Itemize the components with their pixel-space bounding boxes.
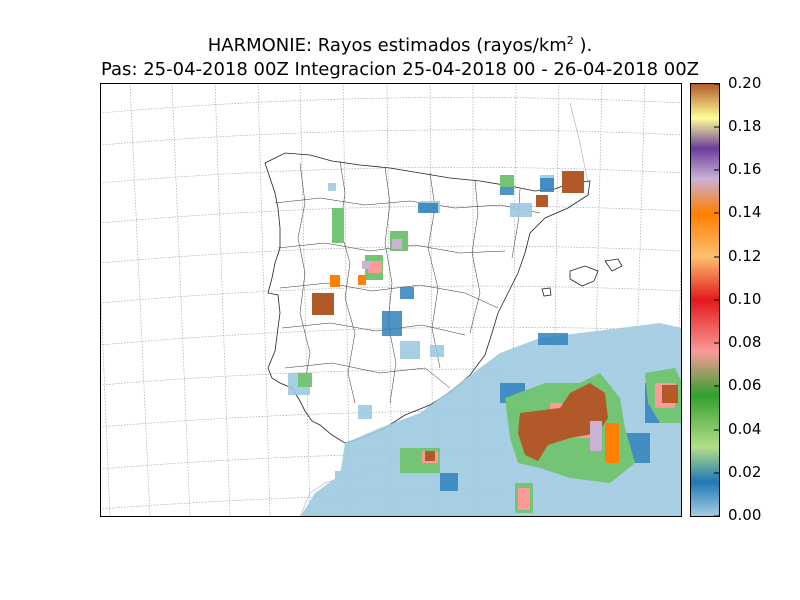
colorbar-tick-label: 0.16: [728, 160, 762, 178]
colorbar-tick-label: 0.10: [728, 290, 762, 308]
colorbar-tick-label: 0.18: [728, 117, 762, 135]
colorbar-ticks: [714, 83, 720, 517]
title-exponent: 2: [566, 34, 574, 47]
title-suffix: ).: [573, 35, 593, 56]
purple-area: [362, 239, 602, 451]
ibiza-outline: [541, 287, 552, 297]
menorca-outline: [604, 258, 623, 272]
colorbar-tick-label: 0.06: [728, 376, 762, 394]
map-title-line2: Pas: 25-04-2018 00Z Integracion 25-04-20…: [100, 59, 699, 80]
map-title-line1: HARMONIE: Rayos estimados (rayos/km2 ).: [0, 34, 800, 56]
colorbar-tick-label: 0.08: [728, 333, 762, 351]
colorbar: [690, 83, 720, 517]
mallorca-outline: [569, 265, 599, 287]
colorbar-tick-label: 0.20: [728, 74, 762, 92]
orange-area: [330, 275, 619, 463]
colorbar-tick-label: 0.00: [728, 506, 762, 524]
map-panel: [100, 83, 682, 517]
colorbar-tick-label: 0.04: [728, 420, 762, 438]
lightning-density-field: [288, 171, 682, 517]
title-prefix: HARMONIE: Rayos estimados (rayos/km: [207, 35, 567, 56]
colorbar-tick-label: 0.14: [728, 203, 762, 221]
province-borders: [274, 160, 541, 404]
colorbar-tick-label: 0.12: [728, 247, 762, 265]
brown-high-density: [312, 171, 678, 461]
map-border: [100, 83, 682, 517]
colorbar-tick-label: 0.02: [728, 463, 762, 481]
